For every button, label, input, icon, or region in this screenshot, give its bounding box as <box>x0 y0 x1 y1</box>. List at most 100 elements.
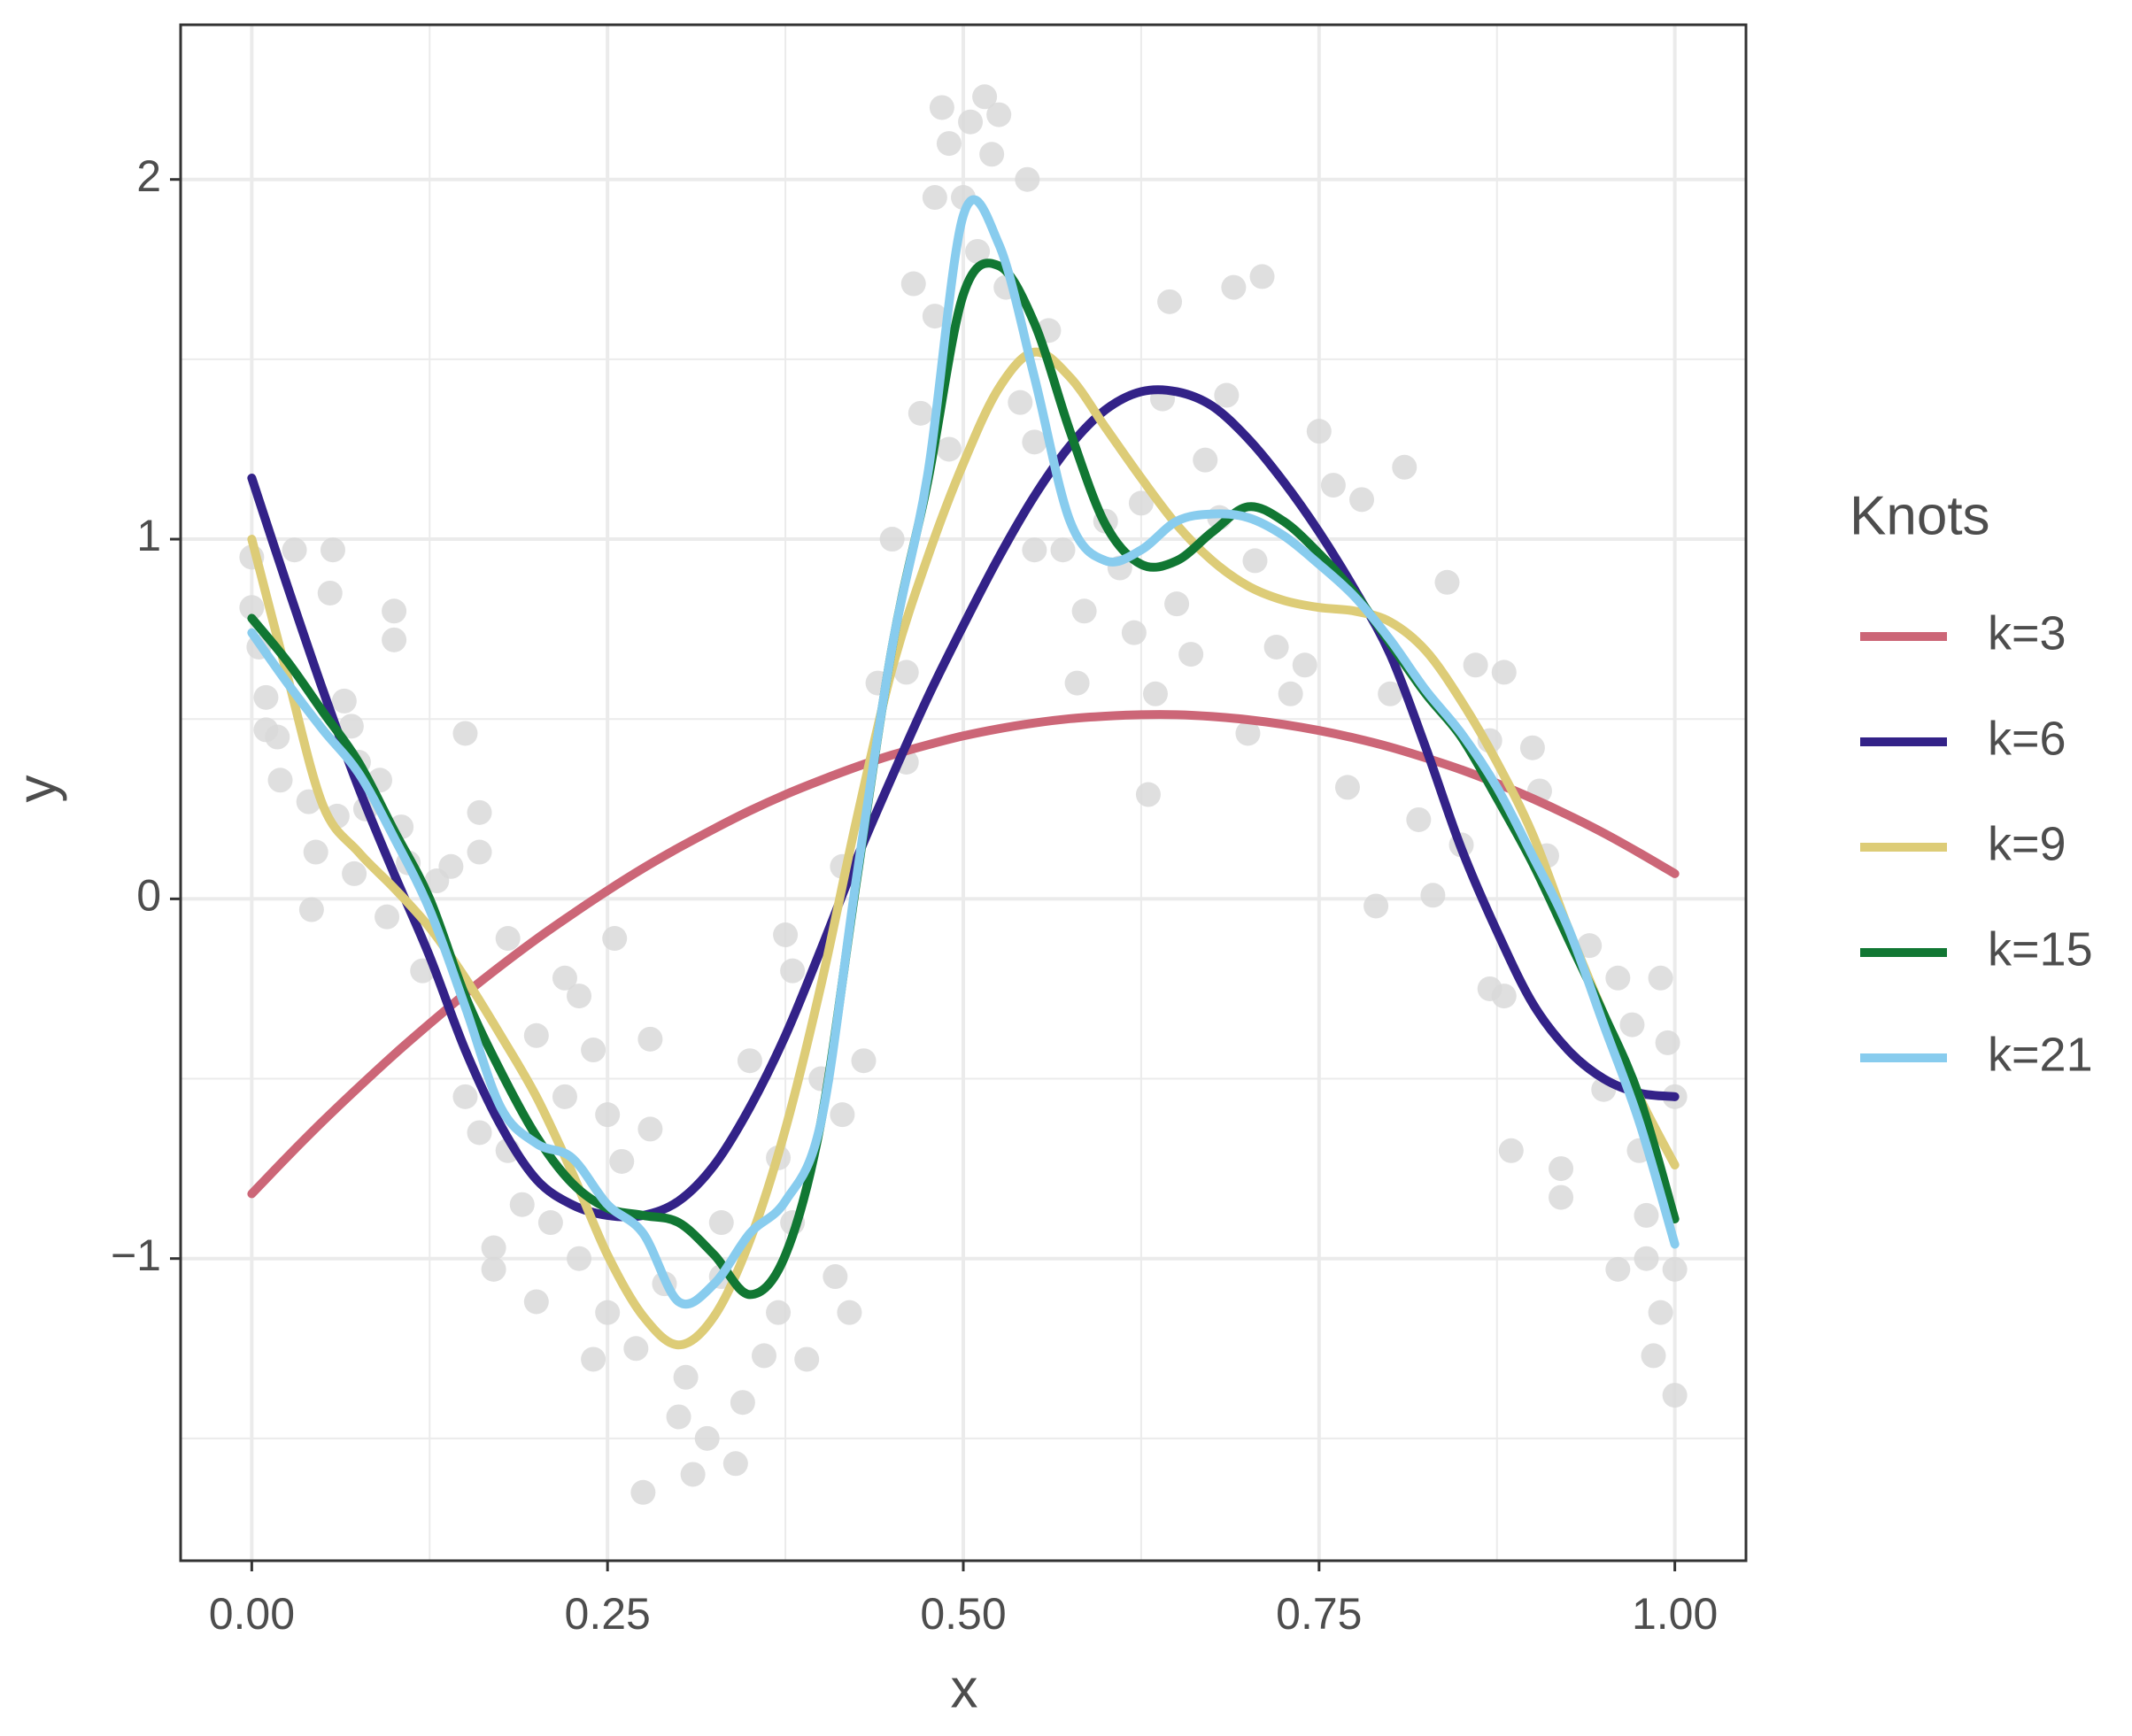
data-point <box>581 1346 606 1372</box>
data-point <box>320 537 345 563</box>
data-point <box>1142 681 1168 706</box>
data-point <box>965 238 991 264</box>
data-point <box>239 595 265 621</box>
data-point <box>382 627 407 652</box>
legend-label: k=3 <box>1988 606 2066 660</box>
data-point <box>523 1022 549 1048</box>
data-point <box>893 660 919 685</box>
data-point <box>1577 933 1603 959</box>
data-point <box>609 1148 635 1174</box>
data-point <box>317 580 343 606</box>
data-point <box>823 1264 848 1290</box>
data-point <box>780 958 806 984</box>
data-point <box>1242 548 1268 574</box>
data-point <box>837 1300 862 1325</box>
data-point <box>567 984 592 1009</box>
data-point <box>986 102 1012 127</box>
data-point <box>1349 487 1375 513</box>
data-point <box>1334 775 1360 800</box>
data-point <box>1363 893 1389 919</box>
data-point <box>979 142 1005 167</box>
x-tick-label: 1.00 <box>1632 1589 1718 1639</box>
data-point <box>879 527 905 552</box>
y-axis-label: y <box>6 775 67 803</box>
data-point <box>1263 634 1289 660</box>
data-point <box>1491 660 1517 685</box>
data-point <box>338 714 364 739</box>
data-point <box>298 897 324 922</box>
data-point <box>602 926 628 952</box>
data-point <box>1463 652 1488 678</box>
data-point <box>1648 965 1673 991</box>
data-point <box>481 1256 506 1282</box>
data-point <box>908 400 933 426</box>
series-line <box>247 385 1680 1222</box>
y-tick-label: 1 <box>136 511 161 560</box>
data-point <box>1634 1246 1659 1271</box>
y-tick-label: −1 <box>111 1231 161 1280</box>
data-point <box>722 1451 748 1477</box>
data-point <box>1135 782 1161 807</box>
data-point <box>1549 1184 1574 1210</box>
data-point <box>673 1364 699 1390</box>
data-point <box>253 684 279 710</box>
data-point <box>794 1346 820 1372</box>
x-tick-label: 0.50 <box>920 1589 1006 1639</box>
data-point <box>1491 984 1517 1009</box>
data-point <box>1064 670 1090 696</box>
data-point <box>1214 382 1240 408</box>
data-point <box>666 1404 691 1430</box>
data-point <box>303 839 328 865</box>
data-point <box>623 1336 649 1362</box>
data-point <box>595 1102 621 1128</box>
data-point <box>537 1210 563 1236</box>
data-point <box>523 1289 549 1315</box>
data-point <box>708 1210 734 1236</box>
legend-title: Knots <box>1850 485 1990 546</box>
data-point <box>1619 1012 1645 1038</box>
data-point <box>342 860 367 886</box>
x-tick-label: 0.75 <box>1276 1589 1362 1639</box>
data-point <box>1434 569 1460 595</box>
data-point <box>1605 1256 1631 1282</box>
data-point <box>1278 681 1303 706</box>
data-point <box>680 1462 706 1487</box>
data-point <box>1157 289 1183 314</box>
x-tick-label: 0.00 <box>209 1589 295 1639</box>
data-point <box>1498 1138 1524 1163</box>
data-point <box>922 185 947 211</box>
data-point <box>452 721 478 746</box>
data-point <box>509 1192 535 1217</box>
data-point <box>773 922 799 947</box>
data-point <box>1249 264 1275 289</box>
data-point <box>766 1300 792 1325</box>
data-point <box>467 1120 492 1146</box>
data-point <box>1008 390 1033 415</box>
data-point <box>1662 1383 1688 1408</box>
series-line <box>247 195 1680 1309</box>
data-point <box>331 688 357 714</box>
data-point <box>1193 447 1218 473</box>
data-point <box>1392 454 1417 480</box>
data-point <box>1406 806 1432 832</box>
data-point <box>1420 883 1446 908</box>
data-point <box>1178 642 1204 667</box>
data-point <box>265 724 290 750</box>
series-line <box>247 710 1680 1199</box>
data-point <box>630 1479 656 1505</box>
data-point <box>900 271 926 297</box>
data-point <box>929 95 954 120</box>
data-point <box>637 1026 663 1052</box>
data-point <box>481 1235 506 1261</box>
data-point <box>1128 490 1154 516</box>
data-point <box>922 304 947 329</box>
data-point <box>595 1300 621 1325</box>
data-point <box>1022 537 1047 563</box>
data-point <box>737 1048 762 1074</box>
data-point <box>1022 429 1047 455</box>
data-point <box>637 1116 663 1142</box>
data-point <box>375 904 400 930</box>
data-point <box>495 926 521 952</box>
